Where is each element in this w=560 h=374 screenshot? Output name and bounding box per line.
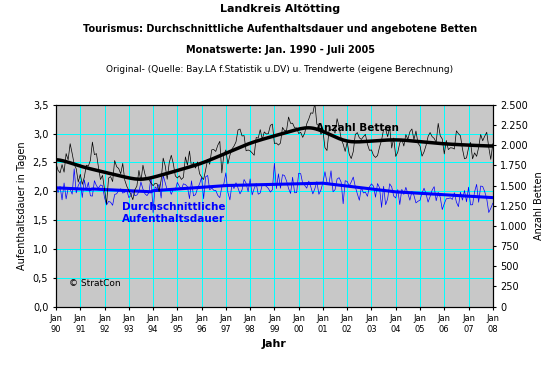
Y-axis label: Anzahl Betten: Anzahl Betten	[534, 171, 544, 240]
Text: Landkreis Altötting: Landkreis Altötting	[220, 4, 340, 14]
Text: Anzahl Betten: Anzahl Betten	[316, 123, 399, 133]
Text: © StratCon: © StratCon	[69, 279, 121, 288]
Text: Original- (Quelle: Bay.LA f.Statistik u.DV) u. Trendwerte (eigene Berechnung): Original- (Quelle: Bay.LA f.Statistik u.…	[106, 65, 454, 74]
Text: Durchschnittliche
Aufenthaltsdauer: Durchschnittliche Aufenthaltsdauer	[122, 202, 226, 224]
Text: Tourismus: Durchschnittliche Aufenthaltsdauer und angebotene Betten: Tourismus: Durchschnittliche Aufenthalts…	[83, 24, 477, 34]
X-axis label: Jahr: Jahr	[262, 339, 287, 349]
Y-axis label: Aufenthaltsdauer in Tagen: Aufenthaltsdauer in Tagen	[17, 141, 27, 270]
Text: Monatswerte: Jan. 1990 - Juli 2005: Monatswerte: Jan. 1990 - Juli 2005	[185, 45, 375, 55]
